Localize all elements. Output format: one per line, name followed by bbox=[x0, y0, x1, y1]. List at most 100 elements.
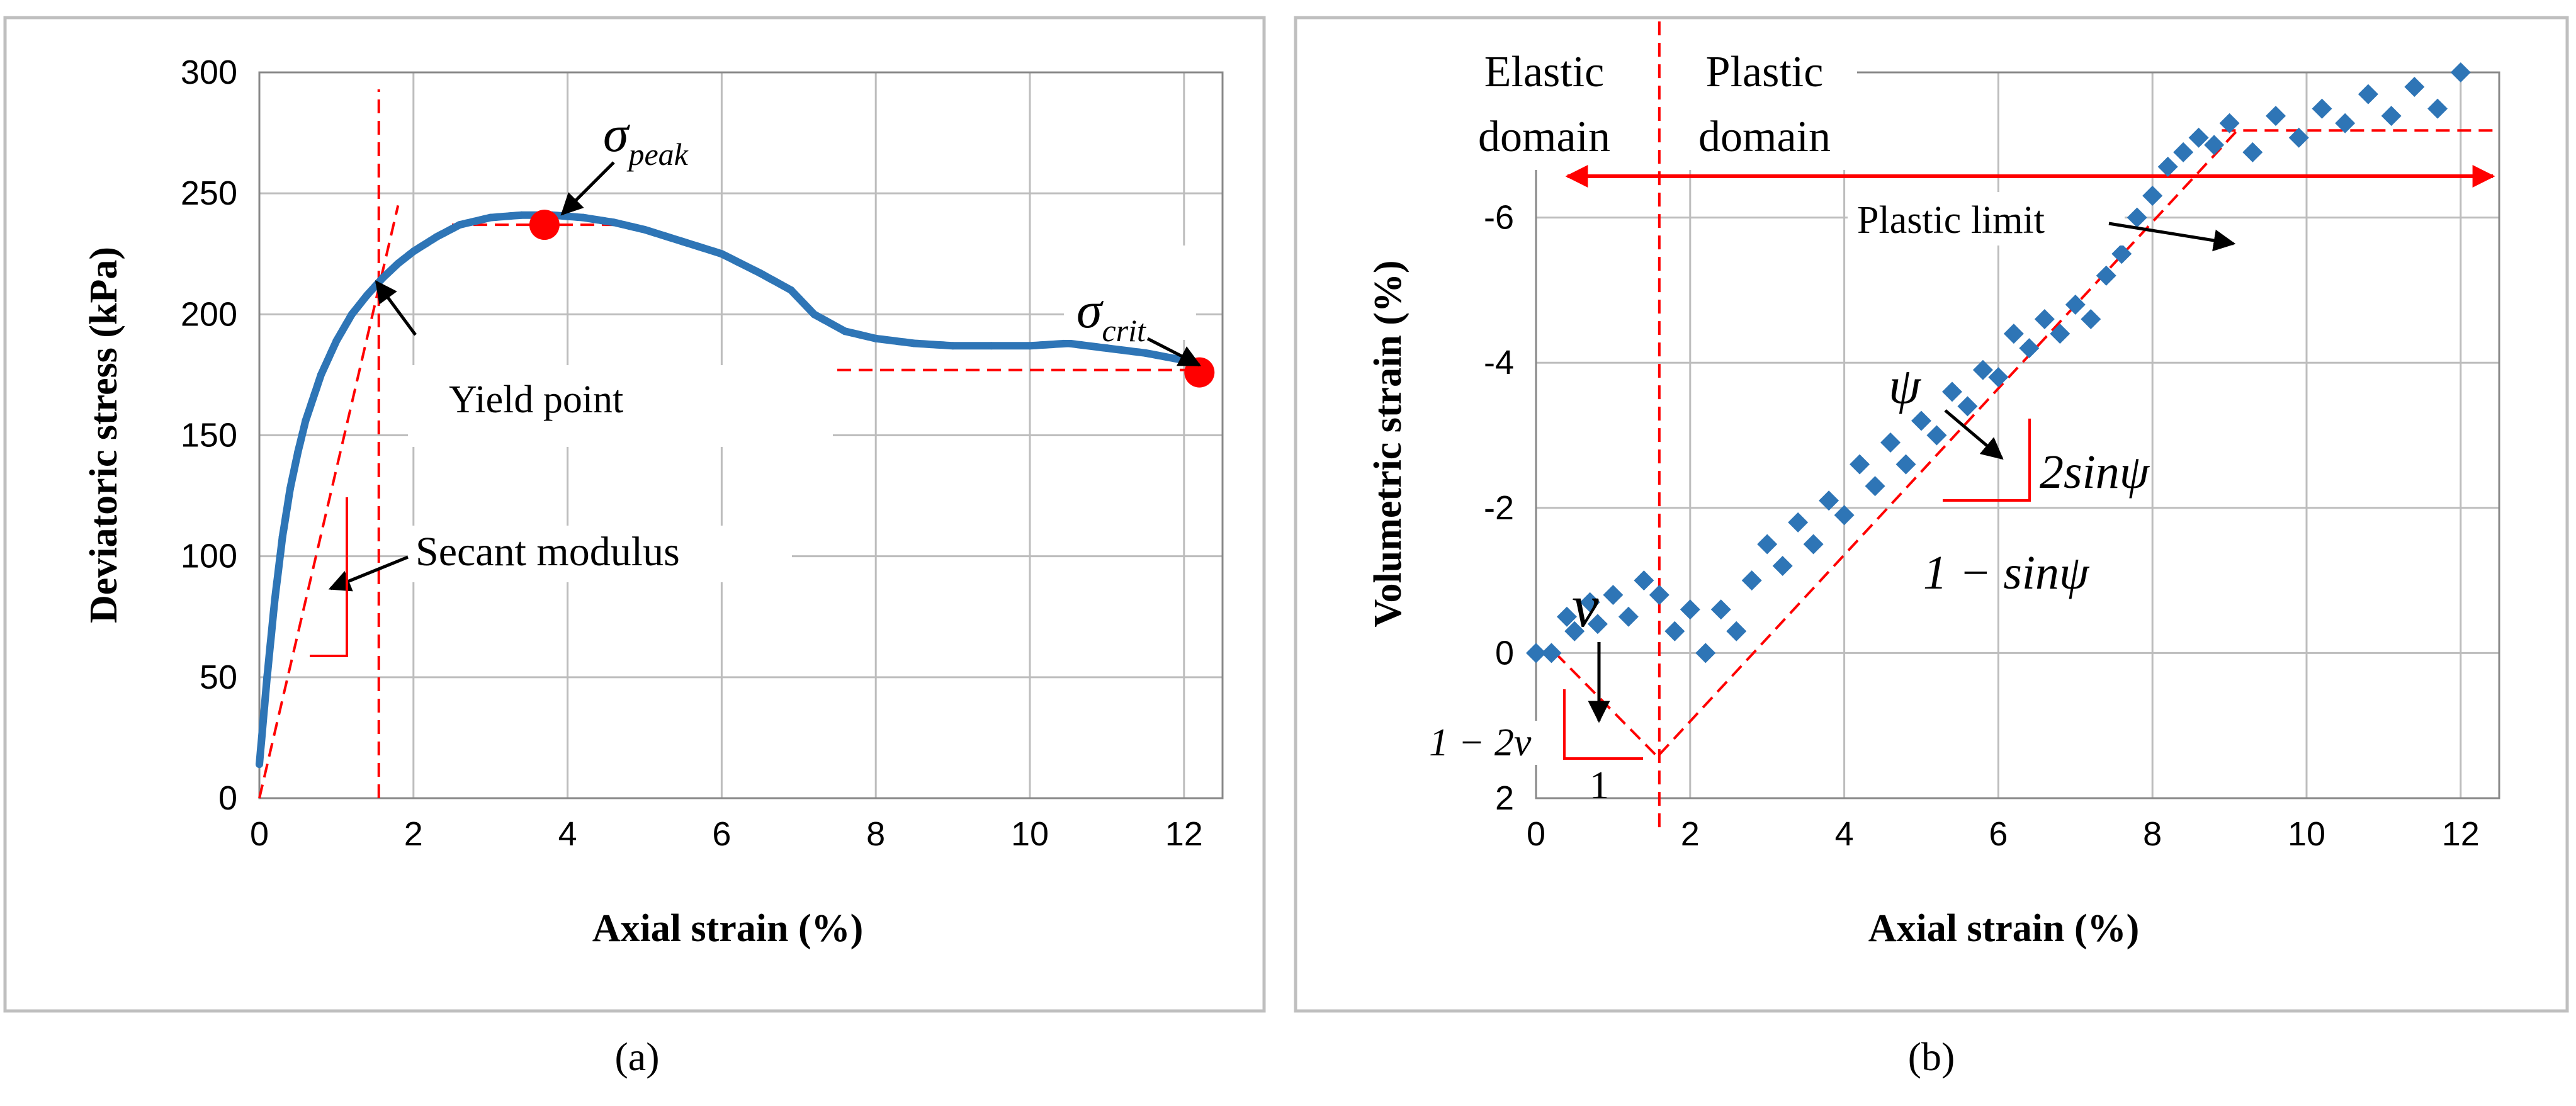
data-point bbox=[2450, 62, 2471, 82]
data-point bbox=[432, 233, 441, 241]
data-point bbox=[256, 760, 263, 769]
panel-b-y-axis-label: Volumetric strain (%) bbox=[1367, 260, 1409, 627]
y-tick-label: 250 bbox=[181, 174, 237, 212]
data-point bbox=[1988, 367, 2009, 388]
secant-modulus-label: Secant modulus bbox=[415, 529, 680, 575]
secant-modulus-arrow bbox=[328, 555, 409, 592]
data-point bbox=[271, 595, 279, 604]
y-tick-label: 300 bbox=[181, 54, 237, 91]
data-point bbox=[1850, 454, 1870, 475]
domain-labels-bg bbox=[1429, 35, 1857, 170]
data-point bbox=[756, 269, 764, 277]
data-point bbox=[1926, 425, 1947, 446]
data-point bbox=[2173, 142, 2194, 162]
data-point bbox=[294, 448, 302, 456]
one-label: 1 bbox=[1590, 764, 1609, 807]
data-point bbox=[394, 259, 402, 268]
data-point bbox=[2111, 244, 2132, 264]
data-point bbox=[1587, 614, 1608, 635]
data-point bbox=[487, 213, 495, 222]
yield-point-arrow bbox=[375, 280, 417, 336]
data-point bbox=[1957, 396, 1978, 417]
data-point bbox=[2127, 207, 2147, 228]
data-point bbox=[302, 417, 310, 425]
data-point bbox=[872, 334, 880, 342]
data-point bbox=[2427, 98, 2448, 119]
data-point bbox=[278, 533, 286, 541]
panel-a-x-axis-label: Axial strain (%) bbox=[592, 907, 864, 950]
data-point bbox=[2288, 127, 2309, 148]
data-point bbox=[1803, 534, 1824, 555]
data-point bbox=[1649, 585, 1669, 606]
data-point bbox=[641, 225, 648, 234]
data-point bbox=[2065, 294, 2086, 315]
x-tick-label: 6 bbox=[1989, 815, 2008, 853]
y-tick-label: 50 bbox=[200, 658, 237, 696]
data-point bbox=[1895, 454, 1916, 475]
x-tick-label: 8 bbox=[2143, 815, 2162, 853]
panel-b-series bbox=[1526, 62, 2471, 663]
data-point bbox=[1726, 621, 1747, 641]
data-point bbox=[2312, 98, 2332, 119]
data-point bbox=[910, 339, 918, 347]
data-point bbox=[363, 291, 371, 299]
data-point bbox=[2204, 135, 2225, 155]
data-point bbox=[1865, 476, 1885, 497]
data-point bbox=[2381, 106, 2402, 127]
x-tick-label: 12 bbox=[1165, 815, 1203, 853]
sigma-peak-arrow bbox=[560, 161, 615, 216]
data-point bbox=[679, 238, 687, 246]
data-point bbox=[317, 371, 325, 379]
data-point bbox=[949, 342, 957, 350]
data-point bbox=[1065, 339, 1073, 347]
data-point bbox=[810, 310, 818, 319]
x-tick-label: 12 bbox=[2442, 815, 2480, 853]
panel-a-plot-area bbox=[258, 71, 1224, 799]
panel-b-plot-area bbox=[1535, 71, 2500, 799]
panel-b-x-axis-label: Axial strain (%) bbox=[1868, 907, 2140, 950]
y-tick-label: 0 bbox=[218, 779, 237, 817]
data-point bbox=[1634, 570, 1654, 591]
one-minus-two-nu-label-bg bbox=[1426, 721, 1561, 765]
plastic-slope-line bbox=[1658, 129, 2239, 756]
data-point bbox=[718, 250, 726, 258]
two-sin-psi-label: 2sinψ bbox=[2040, 446, 2150, 499]
panel-a-frame bbox=[3, 16, 1266, 1013]
x-tick-label: 10 bbox=[1011, 815, 1049, 853]
sigma-crit-label-bg bbox=[1064, 245, 1196, 340]
data-point bbox=[987, 342, 995, 350]
data-point bbox=[1618, 606, 1639, 627]
one-minus-sin-psi-label: 1 − sinψ bbox=[1923, 546, 2090, 599]
data-point bbox=[378, 274, 387, 282]
data-point bbox=[1772, 556, 1793, 577]
y-tick-label: 150 bbox=[181, 417, 237, 454]
elastic-domain-label-line1: Elastic bbox=[1484, 48, 1604, 96]
panel-a: 0 2 4 6 8 10 12 0 50 100 150 200 250 300 Axial strain… bbox=[3, 16, 1266, 1013]
data-point bbox=[2142, 186, 2163, 206]
data-point bbox=[1526, 643, 1546, 663]
y-tick-label: -2 bbox=[1484, 489, 1514, 527]
data-point bbox=[1941, 381, 1962, 402]
y-tick-label: -6 bbox=[1484, 199, 1514, 237]
sigma-crit-arrow bbox=[1146, 337, 1202, 367]
data-point bbox=[1603, 585, 1624, 606]
caption-a: (a) bbox=[614, 1034, 659, 1079]
y-tick-label: 2 bbox=[1495, 779, 1514, 817]
secant-modulus-label-bg bbox=[408, 526, 792, 582]
data-point bbox=[2096, 265, 2116, 286]
elastic-domain-label-line2: domain bbox=[1478, 113, 1610, 161]
nu-label: ν bbox=[1572, 572, 1599, 640]
data-point bbox=[1757, 534, 1778, 555]
sigma_crit-point bbox=[1184, 357, 1215, 388]
data-point bbox=[2266, 106, 2286, 127]
psi-arrow bbox=[1944, 409, 2004, 460]
x-tick-label: 4 bbox=[558, 815, 577, 853]
plastic-limit-label-bg bbox=[1848, 192, 2125, 245]
data-point bbox=[409, 247, 417, 256]
data-point bbox=[2050, 324, 2070, 344]
caption-b: (b) bbox=[1908, 1034, 1955, 1079]
data-point bbox=[2003, 324, 2024, 344]
panel-a-tick-labels: 0 2 4 6 8 10 12 0 50 100 150 200 250 300 bbox=[181, 54, 1203, 853]
